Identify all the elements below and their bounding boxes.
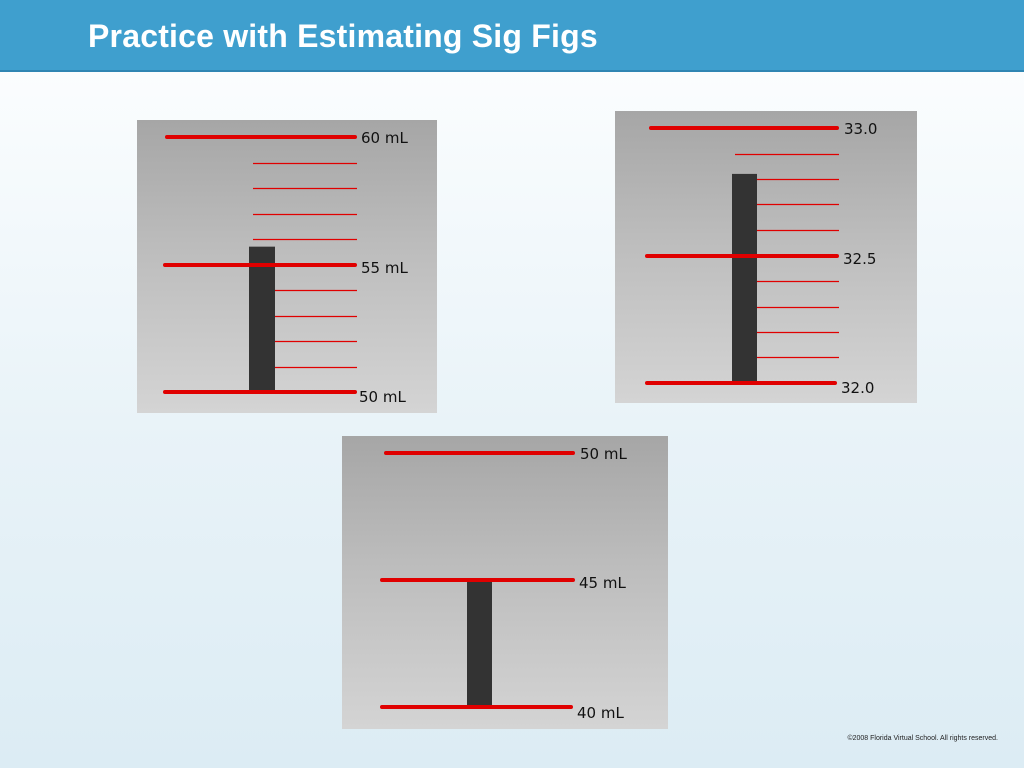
label-top: 60 mL — [361, 129, 408, 147]
label-mid: 55 mL — [361, 259, 408, 277]
copyright-notice: ©2008 Florida Virtual School. All rights… — [847, 735, 998, 742]
cylinder-diagram-2: 33.0 32.5 32.0 — [645, 120, 877, 397]
label-top: 50 mL — [580, 445, 627, 463]
label-bottom: 32.0 — [841, 379, 874, 397]
cylinder-panel-3: 50 mL 45 mL 40 mL — [342, 436, 668, 729]
label-bottom: 40 mL — [577, 704, 624, 722]
label-mid: 32.5 — [843, 250, 876, 268]
label-bottom: 50 mL — [359, 388, 406, 406]
liquid-column — [732, 173, 757, 383]
label-top: 33.0 — [844, 120, 877, 138]
label-mid: 45 mL — [579, 574, 626, 592]
slide-title: Practice with Estimating Sig Figs — [88, 18, 598, 54]
cylinder-panel-1: 60 mL 55 mL 50 mL — [137, 120, 437, 413]
cylinder-diagram-1: 60 mL 55 mL 50 mL — [163, 129, 408, 406]
cylinder-panel-2: 33.0 32.5 32.0 — [615, 111, 917, 403]
slide-header: Practice with Estimating Sig Figs — [0, 0, 1024, 72]
cylinder-diagram-3: 50 mL 45 mL 40 mL — [380, 445, 627, 722]
liquid-column — [467, 580, 492, 708]
liquid-column — [249, 246, 275, 392]
